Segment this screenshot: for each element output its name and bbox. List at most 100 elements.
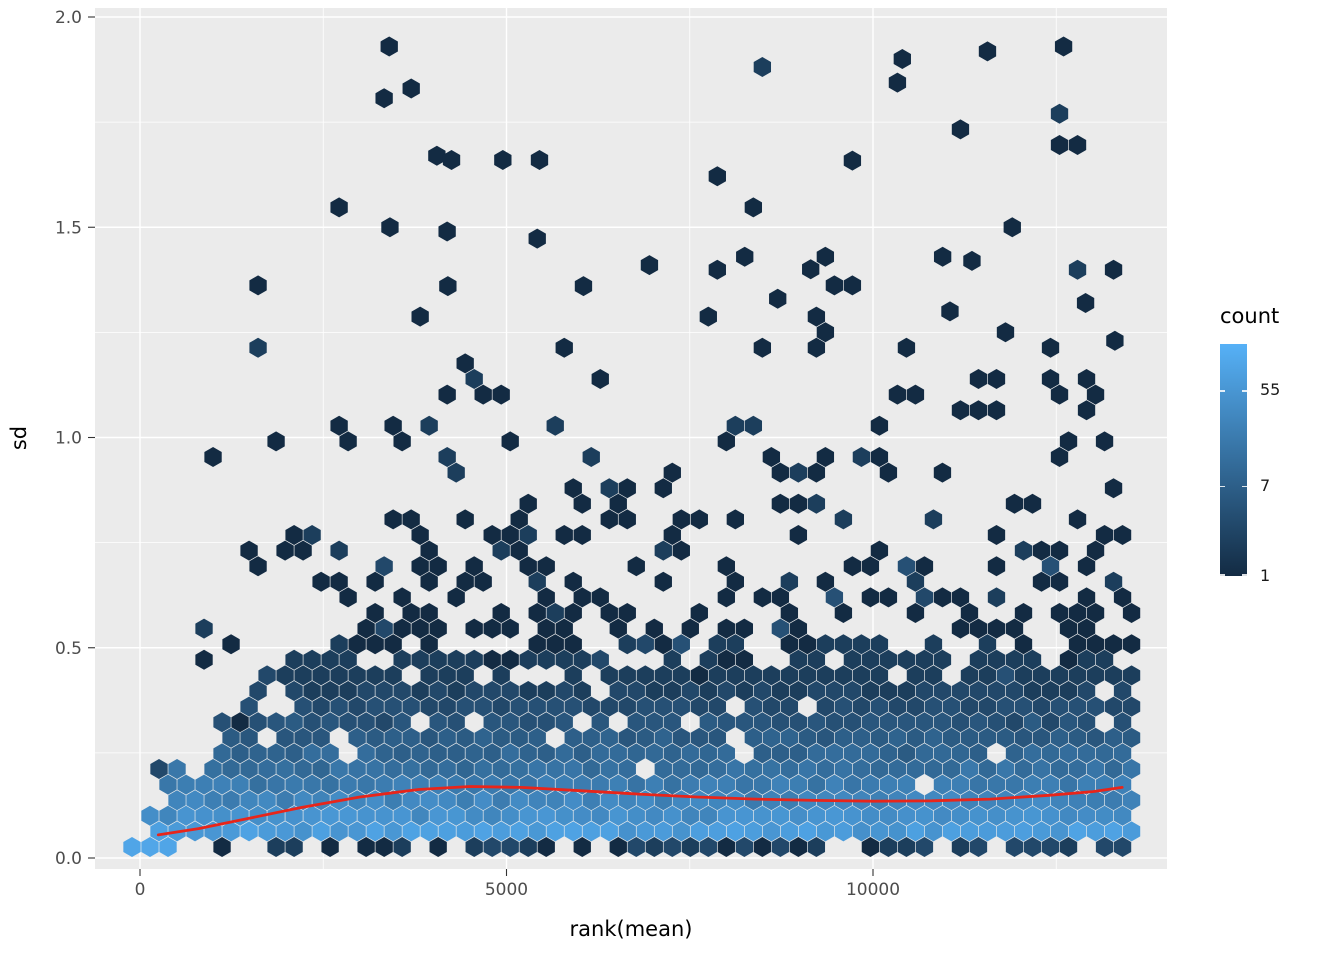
hex-cell xyxy=(933,805,952,826)
hex-cell xyxy=(762,821,781,842)
hex-cell xyxy=(348,759,366,779)
hex-cell xyxy=(996,790,1015,811)
hex-cell xyxy=(1113,743,1132,764)
y-axis-title: sd xyxy=(7,426,31,450)
hex-cell xyxy=(519,493,537,514)
hex-cell xyxy=(1077,400,1096,421)
hex-cell xyxy=(222,759,240,779)
hex-cell xyxy=(843,150,862,171)
hex-cell xyxy=(951,774,970,795)
hex-cell xyxy=(357,743,375,764)
hex-cell xyxy=(870,634,889,655)
hex-cell xyxy=(924,665,943,686)
hex-cell xyxy=(519,774,537,795)
hex-cell xyxy=(663,837,681,857)
hex-cell xyxy=(870,821,889,842)
hex-cell xyxy=(654,634,672,655)
hex-cell xyxy=(1050,665,1069,686)
hex-cell xyxy=(1086,665,1105,686)
hex-cell xyxy=(924,759,943,779)
hex-cell xyxy=(1005,743,1024,764)
hex-cell xyxy=(861,712,880,733)
hex-cell xyxy=(546,790,564,811)
hex-cell xyxy=(879,774,898,795)
hex-cell xyxy=(537,649,555,670)
hex-cell xyxy=(1023,681,1042,701)
hex-cell xyxy=(204,447,222,467)
hex-cell xyxy=(402,727,420,748)
hex-cell xyxy=(1122,665,1141,686)
hex-cell xyxy=(1077,369,1096,389)
hex-cell xyxy=(1050,540,1069,561)
hex-cell xyxy=(726,634,744,655)
hex-cell xyxy=(384,759,402,779)
hex-cell xyxy=(888,696,907,717)
hex-cell xyxy=(591,712,609,733)
hex-cell xyxy=(717,587,735,608)
hex-cell xyxy=(1122,759,1141,779)
hex-cell xyxy=(312,821,330,842)
hex-cell xyxy=(1005,774,1024,795)
hex-cell xyxy=(438,821,456,842)
hex-cell xyxy=(339,805,357,826)
hex-cell xyxy=(393,587,411,608)
color-legend: count 55 7 1 xyxy=(1216,300,1342,585)
hex-cell xyxy=(1023,805,1042,826)
hex-cell xyxy=(285,774,303,795)
hex-cell xyxy=(609,774,627,795)
hex-cell xyxy=(816,322,835,343)
hex-cell xyxy=(564,821,582,842)
hex-cell xyxy=(951,587,970,608)
hex-cell xyxy=(294,821,312,842)
hex-cell xyxy=(276,821,294,842)
hex-cell xyxy=(825,743,844,764)
hex-cell xyxy=(843,712,862,733)
hex-cell xyxy=(789,743,808,764)
hex-cell xyxy=(1014,665,1033,686)
hex-cell xyxy=(483,805,501,826)
hex-cell xyxy=(1032,696,1051,717)
hex-cell xyxy=(852,696,871,717)
hex-cell xyxy=(600,696,618,717)
hex-cell xyxy=(627,774,645,795)
hex-cell xyxy=(636,821,654,842)
hex-cell xyxy=(699,805,717,826)
hex-cell xyxy=(717,743,735,764)
hex-cell xyxy=(636,665,654,686)
hex-cell xyxy=(546,759,564,779)
hex-cell xyxy=(870,447,889,467)
hex-cell xyxy=(348,696,366,717)
hex-cell xyxy=(1059,431,1078,452)
hex-cell xyxy=(1095,805,1114,826)
hex-cell xyxy=(1005,805,1024,826)
hex-cell xyxy=(411,743,429,764)
hex-cell xyxy=(249,556,267,577)
hex-cell xyxy=(690,821,708,842)
hex-cell xyxy=(276,540,294,561)
hex-cell xyxy=(384,509,402,530)
legend-tick-mark xyxy=(1242,574,1247,576)
hex-cell xyxy=(159,805,177,826)
hex-cell xyxy=(735,837,753,857)
hex-cell xyxy=(861,556,880,577)
hex-cell xyxy=(780,821,799,842)
hex-cell xyxy=(204,759,222,779)
hex-cell xyxy=(573,587,591,608)
hex-cell-outlier xyxy=(893,49,911,70)
hex-cell xyxy=(528,634,546,655)
hex-cell xyxy=(789,712,808,733)
hex-cell xyxy=(798,821,817,842)
hex-cell xyxy=(861,837,880,857)
hex-cell xyxy=(636,727,654,748)
hex-cell xyxy=(564,790,582,811)
hex-cell xyxy=(1023,837,1042,857)
hex-cell xyxy=(519,681,537,701)
hex-cell xyxy=(942,727,961,748)
hex-cell xyxy=(906,727,925,748)
hex-cell xyxy=(987,618,1006,639)
hex-cell xyxy=(978,665,997,686)
hex-cell xyxy=(771,462,790,483)
hex-cell xyxy=(618,759,636,779)
hex-cell xyxy=(303,681,321,701)
hex-cell xyxy=(798,665,817,686)
